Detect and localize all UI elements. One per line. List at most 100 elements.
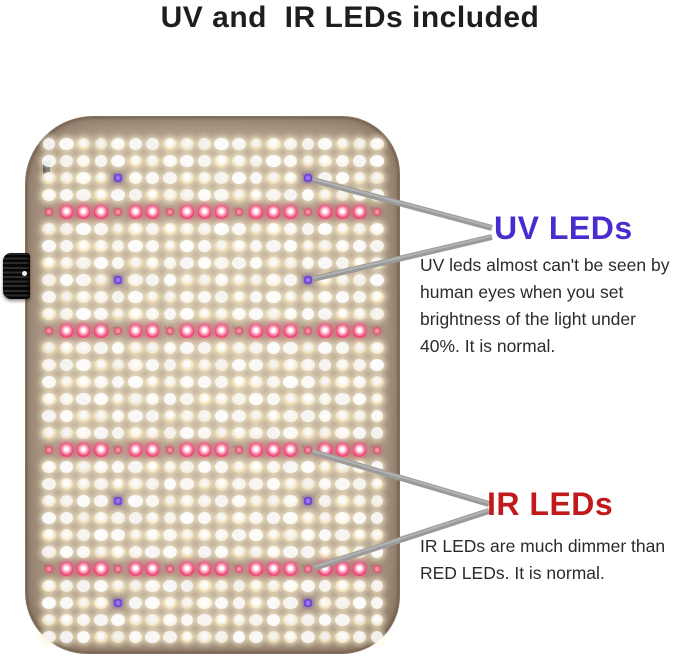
led [77,511,90,525]
led [145,562,160,576]
led [163,545,177,559]
led [41,460,57,474]
led [180,188,194,202]
led [353,274,366,286]
led [59,631,73,643]
led [111,290,125,304]
led [248,613,264,627]
led [145,375,160,389]
led [146,154,159,168]
led [197,307,211,321]
led [267,460,280,474]
led [110,188,126,202]
led [267,393,280,405]
led [267,341,280,355]
led [318,461,332,473]
led [232,614,245,626]
led [335,579,350,593]
led [42,239,56,253]
led [283,614,298,626]
led [145,461,160,473]
led [162,172,177,184]
led [197,291,211,303]
led [353,359,366,371]
led [45,565,53,573]
led [231,376,246,388]
led [93,597,108,609]
led [77,529,90,541]
knob-mount-post [43,161,50,174]
led [76,308,91,320]
led [197,274,211,286]
led [59,137,74,151]
led [249,223,263,235]
led [266,172,281,184]
led [165,327,174,335]
led [318,409,332,423]
led [335,630,350,644]
led [145,630,160,644]
led [234,208,243,216]
led [59,461,73,473]
led [163,307,176,321]
led [165,446,174,454]
led [60,155,73,167]
led [266,443,280,457]
led [249,528,263,542]
led [283,324,298,338]
led [318,426,332,440]
led [215,495,228,507]
led [111,223,125,235]
led [60,171,73,185]
led [249,188,263,202]
led [94,341,108,355]
led [249,409,263,423]
led [215,308,228,320]
led [231,460,246,474]
led [198,172,211,184]
led [317,274,333,286]
led [372,208,381,216]
led [283,409,298,423]
led [352,392,367,406]
led [214,223,229,235]
led [114,446,122,454]
led [198,239,211,253]
led [249,375,263,389]
led [231,291,246,303]
led [249,392,263,406]
led [231,529,246,541]
led [304,599,312,607]
led [249,274,263,286]
led [111,256,125,270]
led [267,529,280,541]
led [197,597,212,609]
led [249,562,263,576]
led [335,443,349,457]
led [41,546,57,558]
led [215,426,228,440]
led [180,630,194,644]
led [145,546,160,558]
led [266,324,280,338]
led [111,239,125,253]
led [215,528,228,542]
led [335,562,349,576]
dimmer-knob[interactable] [3,253,30,299]
led [94,222,108,236]
led [283,342,298,354]
led [197,529,211,541]
led [197,324,211,338]
led [370,410,383,422]
led [335,494,350,508]
led [77,596,90,610]
led [111,426,125,440]
led [301,341,315,355]
led [370,477,383,491]
led [163,393,176,405]
led [179,461,195,473]
led [370,613,383,627]
led [110,154,126,168]
led [283,359,298,371]
led [59,562,73,576]
